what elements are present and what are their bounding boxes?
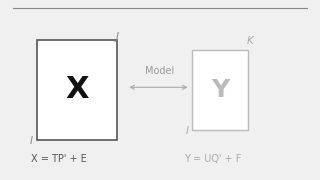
Bar [192,50,248,130]
Text: Y: Y [211,78,229,102]
Text: K: K [247,35,254,46]
Text: X = TP' + E: X = TP' + E [31,154,87,164]
Text: Y = UQ' + F: Y = UQ' + F [184,154,242,164]
Text: I: I [30,136,33,146]
Text: Model: Model [145,66,175,76]
Text: I: I [186,126,189,136]
Text: X: X [65,75,89,105]
Text: J: J [115,32,118,42]
Bar [37,40,117,140]
